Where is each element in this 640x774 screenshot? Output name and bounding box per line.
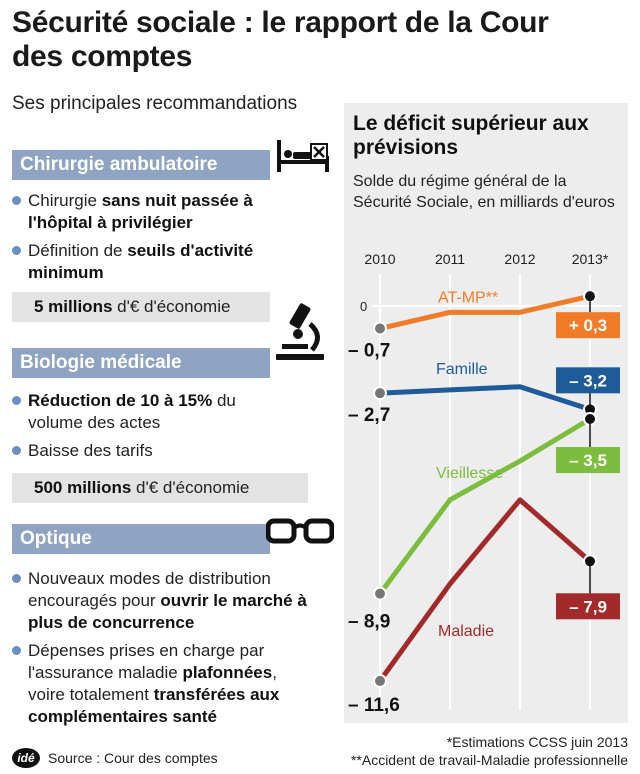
start-point [373, 321, 387, 336]
page-subtitle: Ses principales recommandations [12, 93, 298, 114]
chart-title: Le déficit supérieur aux prévisions [353, 112, 589, 159]
x-tick-label: 2010 [364, 251, 395, 267]
end-value-box [556, 447, 620, 474]
series-line [379, 293, 591, 331]
end-value-box [556, 593, 620, 620]
start-point [373, 673, 387, 688]
line-chart: 2010 2011 2012 2013* 0 – 0,7 AT-MP** + 0,3 – 2,7… [348, 251, 622, 716]
ide-logo: idé [12, 748, 40, 768]
bullet-optique-1: Nouveaux modes de distribution encouragé… [12, 568, 312, 634]
bullet-chirurgie-2: Définition de seuils d'activité minimum [12, 240, 297, 284]
x-tick-label: 2012 [504, 251, 535, 267]
section-heading-biologie: Biologie médicale [12, 348, 270, 378]
chart-panel [344, 103, 628, 723]
x-tick-label: 2013* [572, 251, 609, 267]
note-atmp: **Accident de travail-Maladie profession… [350, 752, 628, 768]
start-point [373, 386, 387, 401]
end-value-box [556, 312, 620, 339]
glasses-icon [265, 516, 335, 551]
footer-source: idé Source : Cour des comptes [12, 748, 218, 768]
note-estimations: *Estimations CCSS juin 2013 [446, 734, 628, 750]
end-value-box [556, 367, 620, 394]
start-value-label: – 8,9 [348, 612, 390, 633]
end-value-label: + 0,3 [569, 316, 607, 335]
hospital-bed-icon [275, 138, 333, 179]
zero-label: 0 [360, 299, 367, 314]
source-text: Source : Cour des comptes [48, 750, 218, 766]
footer-notes: *Estimations CCSS juin 2013 **Accident d… [351, 733, 628, 769]
start-value-label: – 11,6 [348, 695, 400, 716]
start-value-label: – 0,7 [348, 340, 390, 361]
bullet-optique-2: Dépenses prises en charge par l'assuranc… [12, 640, 312, 728]
series-name-label: Famille [436, 361, 488, 378]
chart-subtitle: Solde du régime général de la Sécurité S… [353, 173, 615, 211]
series-line [379, 384, 591, 412]
bullet-chirurgie-1: Chirurgie sans nuit passée à l'hôpital à… [12, 190, 277, 234]
start-value-label: – 2,7 [348, 405, 390, 426]
page-title: Sécurité sociale : le rapport de la Cour… [12, 6, 549, 73]
end-value-label: – 3,2 [569, 371, 607, 390]
saving-chirurgie: 5 millions d'€ d'économie [12, 292, 270, 322]
bullet-biologie-1: Réduction de 10 à 15% du volume des acte… [12, 390, 277, 434]
section-heading-chirurgie: Chirurgie ambulatoire [12, 150, 270, 180]
end-value-label: – 3,5 [569, 451, 607, 470]
x-tick-label: 2011 [435, 251, 465, 267]
microscope-icon [272, 300, 328, 367]
bullet-biologie-2: Baisse des tarifs [12, 440, 277, 462]
saving-biologie: 500 millions d'€ d'économie [12, 473, 308, 503]
end-value-label: – 7,9 [569, 597, 607, 616]
series-line [377, 497, 592, 683]
series-name-label: Maladie [438, 623, 494, 640]
section-heading-optique: Optique [12, 524, 270, 554]
series-name-label: AT-MP** [438, 289, 498, 306]
series-line [377, 416, 592, 596]
series-name-label: Vieillesse [436, 465, 503, 482]
start-point [373, 586, 387, 601]
